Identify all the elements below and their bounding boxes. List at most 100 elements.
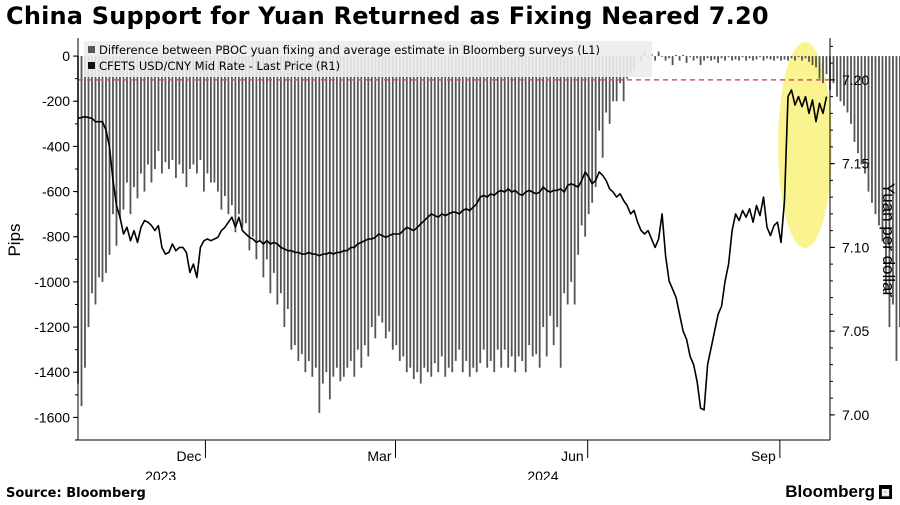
bar (860, 56, 863, 165)
bar (272, 56, 275, 273)
bar (196, 56, 198, 174)
bar (675, 54, 678, 57)
bar (154, 56, 156, 169)
bar (161, 56, 163, 174)
bar (300, 56, 303, 355)
bar (549, 56, 552, 316)
bar (136, 56, 139, 199)
source-note: Source: Bloomberg (6, 486, 146, 501)
bar (766, 56, 768, 59)
left-tick-label: -1400 (34, 364, 70, 380)
year-label: 2024 (527, 468, 558, 480)
legend-swatch (88, 46, 95, 53)
chart-legend: Difference between PBOC yuan fixing and … (84, 41, 652, 77)
bar (269, 56, 272, 294)
bar (461, 56, 464, 373)
legend-background (84, 41, 652, 77)
bar (528, 56, 531, 346)
bar (220, 56, 223, 210)
bar (503, 56, 506, 350)
bar (587, 56, 590, 215)
bar (496, 56, 499, 350)
chart-plot: Difference between PBOC yuan fixing and … (5, 38, 900, 480)
bar (762, 56, 765, 61)
bar (251, 56, 254, 237)
bar (591, 56, 594, 203)
bar (133, 56, 135, 188)
right-tick-label: 7.10 (842, 239, 869, 255)
month-label: Jun (561, 448, 584, 464)
bar (391, 56, 394, 350)
bar (517, 56, 520, 357)
bar (804, 56, 807, 59)
bar (615, 56, 618, 102)
bar (178, 56, 181, 165)
bar (731, 56, 733, 61)
bar (171, 56, 174, 160)
line-cfets-mid-rate (77, 89, 828, 411)
bar (815, 56, 817, 68)
month-label: Mar (367, 448, 391, 464)
bar (129, 56, 132, 215)
bar (80, 56, 83, 407)
bar (307, 56, 310, 361)
bar (559, 56, 562, 368)
bar (514, 56, 517, 373)
bar (314, 56, 317, 368)
bar (108, 56, 111, 255)
bar (157, 56, 160, 151)
bar (325, 56, 328, 373)
bar (370, 56, 373, 328)
bar (115, 56, 118, 246)
bar (678, 56, 681, 61)
bar (430, 56, 433, 377)
bar (388, 56, 391, 332)
bar (500, 56, 503, 368)
bar (419, 56, 422, 384)
bar (119, 56, 121, 219)
bar (482, 56, 485, 350)
bar (790, 56, 793, 59)
bar (734, 56, 737, 60)
bar (227, 56, 230, 215)
bar (811, 56, 814, 66)
bar (717, 56, 719, 63)
bar (265, 56, 268, 260)
bar (888, 56, 891, 328)
bar (657, 51, 660, 57)
bar (563, 56, 566, 294)
bar (304, 56, 307, 373)
bar (601, 56, 604, 158)
bar (241, 56, 244, 228)
bar (87, 56, 90, 328)
right-axis-title: Yuan per dollar (879, 183, 898, 298)
bar (175, 56, 177, 179)
bar (248, 56, 251, 251)
bar (682, 54, 684, 57)
bar (384, 56, 387, 339)
bar (871, 56, 873, 203)
brand-logo: Bloomberg ▦ (785, 482, 892, 502)
bar (210, 56, 212, 183)
bar (752, 56, 754, 61)
bar (185, 56, 188, 188)
bar (213, 56, 216, 183)
bar (206, 56, 209, 174)
bar (290, 56, 293, 350)
left-tick-label: -1200 (34, 319, 70, 335)
bar (668, 56, 671, 59)
bar (832, 56, 835, 84)
bar (279, 56, 282, 294)
bar (839, 56, 842, 102)
bar (608, 56, 611, 124)
bar (433, 56, 436, 364)
bar (542, 56, 545, 328)
bar (745, 56, 747, 61)
bar (416, 56, 419, 373)
legend-swatch (88, 62, 95, 69)
bar (339, 56, 342, 382)
highlight-ellipse (778, 42, 832, 248)
axes (73, 38, 835, 458)
bar (605, 56, 608, 113)
bar (192, 56, 195, 165)
